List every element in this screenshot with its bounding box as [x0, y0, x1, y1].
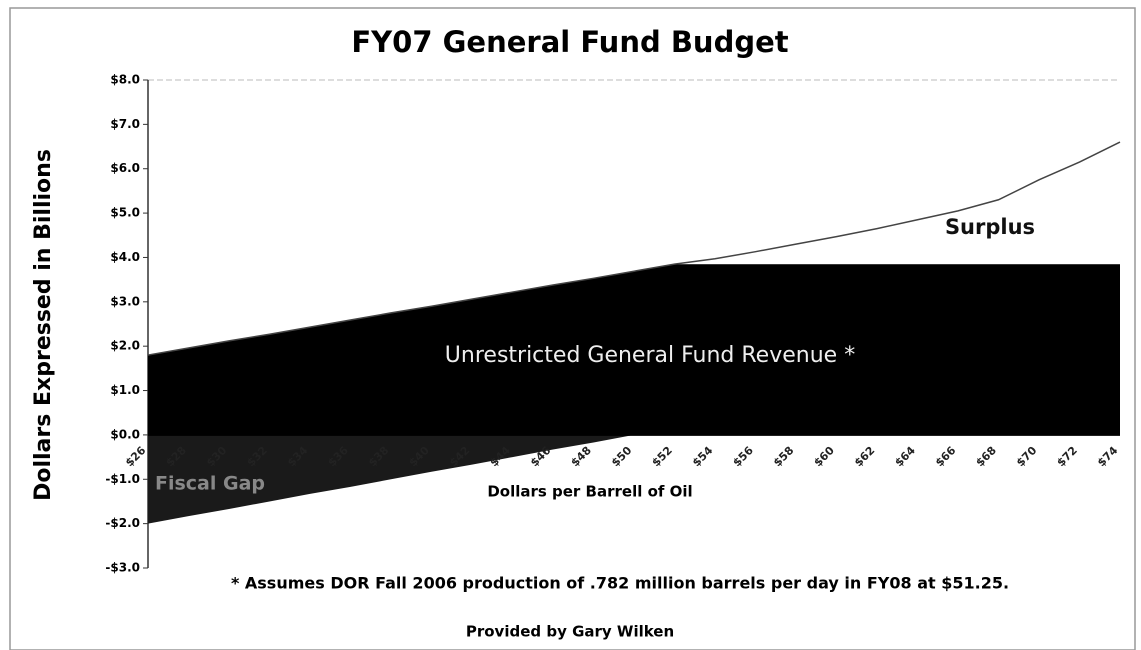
x-tick-label: $66 — [933, 444, 959, 470]
x-tick-label: $56 — [730, 444, 756, 470]
chart-title: FY07 General Fund Budget — [351, 25, 788, 59]
area-label: Unrestricted General Fund Revenue * — [445, 343, 855, 368]
x-tick-label: $48 — [568, 444, 593, 469]
y-tick-label: -$1.0 — [105, 472, 140, 486]
y-tick-label: $7.0 — [110, 117, 140, 131]
y-tick-label: -$2.0 — [105, 516, 140, 530]
y-tick-label: $2.0 — [110, 339, 140, 353]
x-tick-label: $54 — [690, 444, 716, 470]
y-tick-label: $3.0 — [110, 294, 140, 308]
y-tick-label: $1.0 — [110, 383, 140, 397]
x-tick-label: $58 — [771, 444, 796, 469]
fiscal-gap-area — [148, 434, 1120, 524]
x-tick-label: $26 — [123, 444, 149, 470]
x-tick-label: $62 — [852, 444, 877, 469]
x-axis-label: Dollars per Barrell of Oil — [487, 483, 692, 501]
footnote: * Assumes DOR Fall 2006 production of .7… — [231, 574, 1009, 593]
area-label: Fiscal Gap — [155, 473, 265, 495]
y-tick-label: $8.0 — [110, 73, 140, 87]
x-tick-label: $72 — [1054, 444, 1079, 469]
y-tick-label: $6.0 — [110, 161, 140, 175]
surplus-area — [148, 142, 1120, 356]
x-tick-label: $60 — [811, 444, 837, 470]
frame — [9, 7, 1136, 650]
y-tick-label: $0.0 — [110, 427, 140, 441]
x-tick-label: $50 — [609, 444, 635, 470]
source-note: Provided by Gary Wilken — [466, 623, 674, 641]
revenue-area — [148, 264, 1120, 435]
x-tick-label: $68 — [973, 444, 998, 469]
surplus-line — [147, 141, 1121, 356]
y-tick-label: -$3.0 — [105, 561, 140, 575]
y-axis-label: Dollars Expressed in Billions — [31, 149, 56, 501]
y-tick-label: $5.0 — [110, 206, 140, 220]
y-tick-label: $4.0 — [110, 250, 140, 264]
area-label: Surplus — [945, 215, 1035, 239]
x-tick-label: $52 — [649, 444, 674, 469]
x-tick-label: $64 — [892, 444, 918, 470]
x-tick-label: $74 — [1095, 444, 1121, 470]
x-tick-label: $70 — [1014, 444, 1040, 470]
